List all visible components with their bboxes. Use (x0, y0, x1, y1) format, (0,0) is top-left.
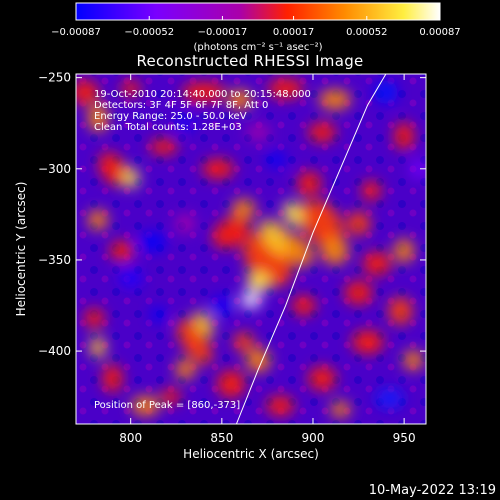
heatmap-blob (87, 103, 108, 132)
colorbar-gradient (75, 2, 441, 21)
heatmap-blob (122, 167, 139, 188)
colorbar-tick-label: 0.00017 (273, 27, 314, 38)
heatmap-blob (241, 292, 261, 309)
annotation-clean-counts: Clean Total counts: 1.28E+03 (94, 122, 242, 133)
heatmap-blob (344, 280, 373, 305)
heatmap-blob (131, 395, 160, 416)
x-tick-label: 850 (210, 431, 233, 445)
heatmap-blob (388, 296, 413, 325)
y-tick-label: −400 (38, 344, 71, 358)
y-tick-label: −300 (38, 162, 71, 176)
heatmap-blob (267, 78, 304, 99)
y-tick-label: −250 (38, 71, 71, 85)
heatmap-blob (102, 364, 123, 393)
heatmap-blob (266, 395, 295, 416)
heatmap-blob (120, 80, 141, 97)
heatmap-blob (84, 308, 105, 329)
x-tick-label: 950 (393, 431, 416, 445)
heatmap-blob (175, 359, 196, 380)
heatmap-blob (246, 124, 271, 141)
x-tick-label: 900 (302, 431, 325, 445)
timestamp: 10-May-2022 13:19 (368, 483, 496, 498)
x-axis-label: Heliocentric X (arcsec) (183, 447, 319, 461)
heatmap-blob (233, 331, 254, 352)
heatmap-blob (193, 311, 214, 337)
heatmap-blob (150, 306, 167, 323)
colorbar-tick-label: −0.00017 (198, 27, 248, 38)
solar-limb-curve (235, 74, 387, 424)
colorbar-unit-label: (photons cm⁻² s⁻¹ asec⁻²) (193, 42, 322, 53)
heatmap-blob (246, 271, 271, 292)
heatmap-blob (76, 80, 100, 105)
annotation-time: 19-Oct-2010 20:14:40.000 to 20:15:48.000 (94, 89, 311, 100)
heatmap-blob (283, 235, 314, 267)
heatmap-blob (266, 151, 287, 168)
heatmap-blob (89, 337, 106, 358)
heatmap-blob (375, 388, 404, 409)
annotation-detectors: Detectors: 3F 4F 5F 6F 7F 8F, Att 0 (94, 100, 268, 111)
heatmap-blob (373, 80, 398, 105)
heatmap-blob (318, 89, 351, 110)
heatmap-blob (330, 401, 351, 418)
heatmap-blob (346, 211, 371, 236)
heatmap-blob (175, 115, 196, 132)
heatmap-blob (403, 350, 424, 371)
heatmap-blob (216, 369, 245, 398)
y-axis-label: Heliocentric Y (arcsec) (14, 182, 28, 317)
y-tick-label: −350 (38, 253, 71, 267)
heatmap-blob (362, 251, 391, 276)
heatmap-blob (308, 122, 337, 143)
colorbar-tick-label: 0.00087 (419, 27, 460, 38)
colorbar-tick-label: −0.00087 (51, 27, 101, 38)
annotation-peak-position: Position of Peak = [860,-373] (94, 400, 240, 411)
heatmap-blob (228, 89, 253, 110)
heatmap-blob (175, 213, 196, 234)
heatmap-blob (160, 388, 181, 405)
annotation-energy: Energy Range: 25.0 - 50.0 keV (94, 111, 247, 122)
heatmap-image (76, 74, 426, 424)
heatmap-blob (211, 295, 232, 316)
colorbar: −0.00087 −0.00052 −0.00017 0.00017 0.00052 0.… (51, 2, 461, 53)
heatmap-blob (118, 268, 143, 289)
colorbar-tick-label: −0.00052 (124, 27, 174, 38)
heatmap-blob (181, 82, 226, 103)
heatmap-blob (320, 236, 349, 265)
heatmap-blob (87, 209, 108, 230)
plot-frame (75, 73, 427, 425)
heatmap-blob (138, 231, 167, 252)
heatmap-blob (297, 171, 322, 196)
heatmap-blob (410, 158, 426, 179)
heatmap-blob (291, 295, 316, 316)
heatmap-blob (231, 198, 256, 219)
heatmap-blob (394, 238, 415, 263)
heatmap-blob (176, 319, 213, 365)
heatmap-blob (351, 329, 384, 354)
heatmap-blob (282, 201, 307, 227)
heatmap-blob (361, 180, 382, 201)
heatmap-blob (212, 216, 250, 249)
heatmap-blob (308, 366, 337, 391)
heatmap-blob (109, 240, 134, 261)
colorbar-tick-label: 0.00052 (346, 27, 387, 38)
heatmap-blob (98, 152, 127, 186)
heatmap-blob (202, 158, 235, 179)
x-tick-label: 800 (119, 431, 142, 445)
heatmap-blob (394, 121, 415, 150)
chart-title: Reconstructed RHESSI Image (136, 52, 364, 70)
heatmap-blob (149, 138, 178, 155)
